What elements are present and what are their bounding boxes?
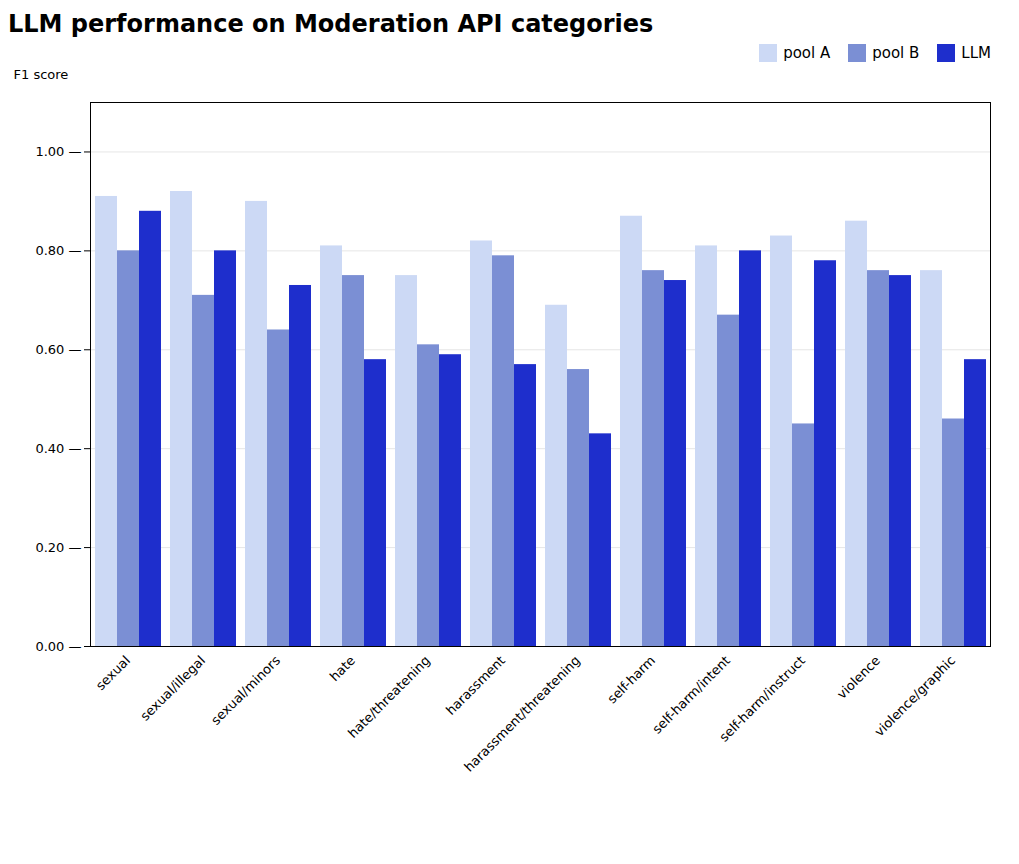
svg-text:sexual/illegal: sexual/illegal xyxy=(137,653,208,724)
svg-text:hate/threatening: hate/threatening xyxy=(345,653,433,741)
html-text:LLM: LLM xyxy=(961,44,991,62)
svg-text:self-harm/instruct: self-harm/instruct xyxy=(716,653,808,745)
html-text:LLM performance on Moderation: LLM performance on Moderation API catego… xyxy=(8,10,654,38)
svg-text:self-harm/intent: self-harm/intent xyxy=(649,653,733,737)
svg-text:0.00 —: 0.00 — xyxy=(35,639,81,654)
html-text:pool A: pool A xyxy=(783,44,831,62)
svg-text:sexual: sexual xyxy=(93,653,133,693)
svg-text:self-harm: self-harm xyxy=(604,653,658,707)
svg-text:0.20 —: 0.20 — xyxy=(35,540,81,555)
svg-text:1.00 —: 1.00 — xyxy=(35,144,81,159)
svg-text:hate: hate xyxy=(327,653,358,684)
svg-text:violence: violence xyxy=(834,653,883,702)
svg-text:sexual/minors: sexual/minors xyxy=(208,653,283,728)
svg-text:0.60 —: 0.60 — xyxy=(35,342,81,357)
svg-text:harassment: harassment xyxy=(443,653,508,718)
svg-text:0.80 —: 0.80 — xyxy=(35,243,81,258)
svg-text:violence/graphic: violence/graphic xyxy=(871,653,958,740)
html-text:pool B: pool B xyxy=(872,44,920,62)
svg-text:harassment/threatening: harassment/threatening xyxy=(461,653,583,775)
svg-text:0.40 —: 0.40 — xyxy=(35,441,81,456)
svg-text:F1 score: F1 score xyxy=(14,67,69,82)
